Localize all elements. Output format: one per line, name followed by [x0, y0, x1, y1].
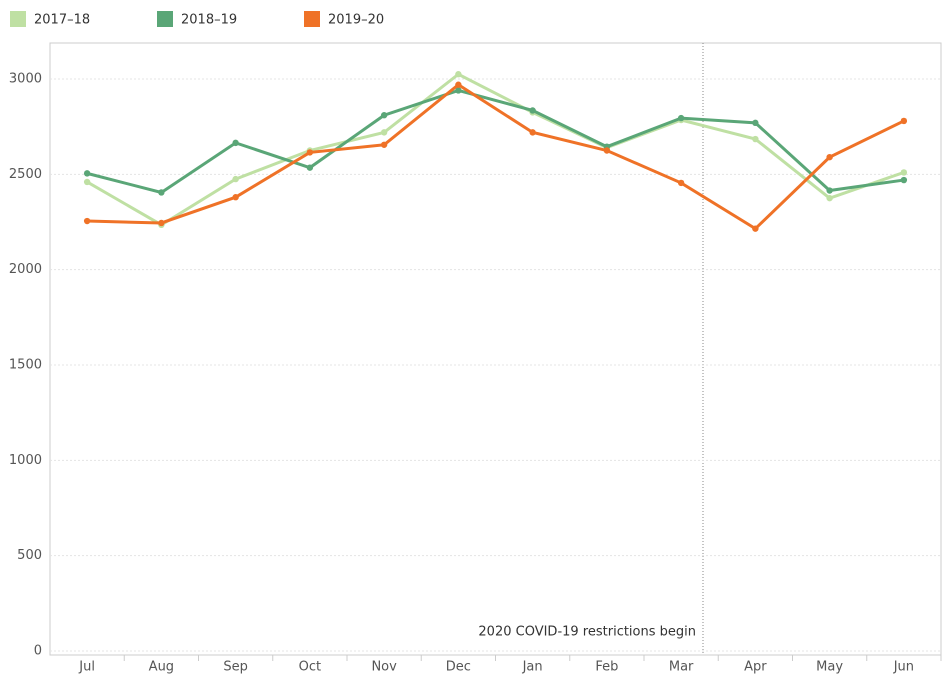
- x-tick-label: Apr: [744, 660, 767, 675]
- point: [83, 178, 91, 186]
- point: [158, 219, 165, 227]
- legend-label: 2019–20: [328, 13, 384, 28]
- x-tick-label: Jun: [893, 660, 914, 675]
- x-tick-label: Sep: [223, 660, 248, 675]
- legend-label: 2018–19: [181, 13, 237, 28]
- x-tick-label: May: [816, 660, 843, 675]
- legend-label: 2017–18: [34, 13, 90, 28]
- point: [306, 164, 314, 171]
- x-tick-label: Feb: [595, 660, 618, 675]
- point: [380, 129, 388, 136]
- x-tick-label: Nov: [371, 660, 397, 675]
- series-line: [87, 82, 905, 231]
- point: [232, 139, 239, 147]
- point: [529, 107, 536, 114]
- legend-swatch: [157, 11, 173, 27]
- y-tick-label: 3000: [9, 72, 42, 87]
- x-tick-label: Dec: [446, 660, 471, 675]
- point: [603, 147, 611, 154]
- series-line: [86, 72, 905, 227]
- point: [83, 217, 91, 225]
- point: [752, 119, 759, 127]
- point: [677, 179, 685, 187]
- x-tick-label: Jan: [522, 660, 543, 675]
- annotation: 2020 COVID-19 restrictions begin: [478, 625, 696, 640]
- y-tick-label: 0: [34, 644, 42, 659]
- point: [826, 153, 833, 161]
- point: [529, 129, 536, 136]
- series-line: [86, 88, 905, 195]
- point: [232, 175, 239, 183]
- point: [900, 117, 908, 125]
- x-tick-label: Oct: [299, 660, 321, 675]
- point: [455, 71, 462, 78]
- point: [83, 170, 91, 177]
- point: [306, 149, 314, 156]
- point: [900, 169, 908, 176]
- point: [826, 194, 833, 202]
- point: [380, 112, 388, 119]
- plot-frame: [49, 42, 942, 656]
- point: [380, 141, 388, 148]
- y-tick-label: 1000: [9, 453, 42, 468]
- y-tick-label: 1500: [9, 358, 42, 373]
- point: [826, 187, 833, 194]
- point: [752, 225, 759, 232]
- point: [677, 114, 685, 122]
- y-tick-label: 2500: [9, 167, 42, 182]
- x-tick-label: Mar: [669, 660, 694, 675]
- y-tick-label: 500: [17, 548, 42, 563]
- point: [455, 81, 462, 88]
- x-tick-label: Jul: [78, 660, 95, 675]
- legend-swatch: [10, 11, 26, 27]
- point: [232, 194, 239, 201]
- point: [158, 189, 165, 196]
- point: [900, 176, 908, 184]
- point: [455, 87, 462, 94]
- legend-swatch: [304, 11, 320, 27]
- y-tick-label: 2000: [9, 262, 42, 277]
- x-tick-label: Aug: [149, 660, 174, 675]
- point: [752, 135, 759, 143]
